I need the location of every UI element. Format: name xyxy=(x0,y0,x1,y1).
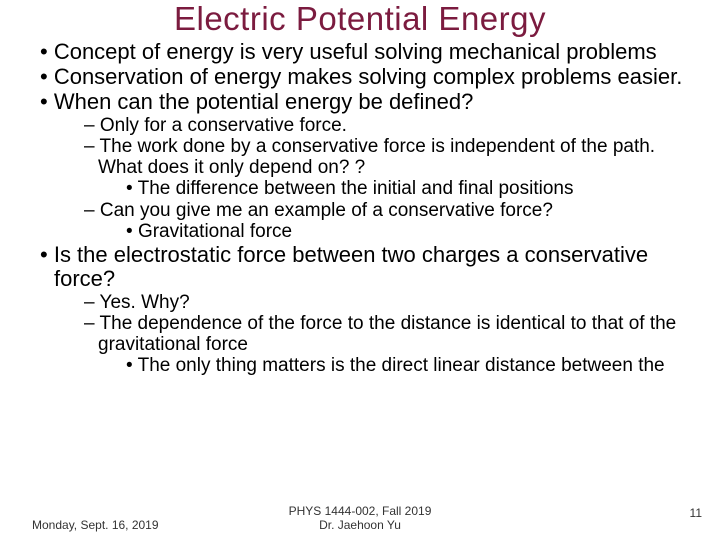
bullet-4-2-1-text: The only thing matters is the direct lin… xyxy=(138,355,665,376)
bullet-3-2-1-text: The difference between the initial and f… xyxy=(138,178,574,199)
bullet-1: Concept of energy is very useful solving… xyxy=(40,40,702,64)
bullet-3-2-text: The work done by a conservative force is… xyxy=(98,136,655,178)
footer-page: 11 xyxy=(690,506,702,520)
bullet-3-2-1: The difference between the initial and f… xyxy=(126,178,702,199)
bullet-4-sub: Yes. Why? The dependence of the force to… xyxy=(84,292,702,377)
bullet-1-text: Concept of energy is very useful solving… xyxy=(54,39,657,64)
bullet-4-2-text: The dependence of the force to the dista… xyxy=(98,313,676,355)
bullet-3: When can the potential energy be defined… xyxy=(40,90,702,242)
slide-title: Electric Potential Energy xyxy=(18,0,702,38)
bullet-2: Conservation of energy makes solving com… xyxy=(40,65,702,89)
bullet-2-text: Conservation of energy makes solving com… xyxy=(54,64,683,89)
bullet-3-sub: Only for a conservative force. The work … xyxy=(84,115,702,243)
bullet-3-3-text: Can you give me an example of a conserva… xyxy=(100,200,553,221)
slide-container: Electric Potential Energy Concept of ene… xyxy=(0,0,720,540)
footer-course-text: PHYS 1444-002, Fall 2019 xyxy=(289,504,432,518)
bullet-3-1-text: Only for a conservative force. xyxy=(100,115,347,136)
bullet-3-2-sub: The difference between the initial and f… xyxy=(126,178,702,199)
bullet-4: Is the electrostatic force between two c… xyxy=(40,243,702,376)
bullet-4-2: The dependence of the force to the dista… xyxy=(84,313,702,377)
bullet-4-1: Yes. Why? xyxy=(84,292,702,313)
bullet-3-text: When can the potential energy be defined… xyxy=(54,89,474,114)
bullet-3-3-1-text: Gravitational force xyxy=(138,221,292,242)
footer-course: PHYS 1444-002, Fall 2019 Dr. Jaehoon Yu xyxy=(289,504,432,532)
bullet-3-1: Only for a conservative force. xyxy=(84,115,702,136)
footer-date: Monday, Sept. 16, 2019 xyxy=(32,518,159,532)
bullet-4-1-text: Yes. Why? xyxy=(100,292,190,313)
footer-instructor: Dr. Jaehoon Yu xyxy=(319,518,401,532)
bullet-3-3: Can you give me an example of a conserva… xyxy=(84,200,702,243)
bullet-4-2-1: The only thing matters is the direct lin… xyxy=(126,355,702,376)
bullet-4-text: Is the electrostatic force between two c… xyxy=(54,242,648,291)
bullet-list-1: Concept of energy is very useful solving… xyxy=(40,40,702,377)
bullet-3-3-1: Gravitational force xyxy=(126,221,702,242)
bullet-3-3-sub: Gravitational force xyxy=(126,221,702,242)
bullet-3-2: The work done by a conservative force is… xyxy=(84,136,702,200)
bullet-4-2-sub: The only thing matters is the direct lin… xyxy=(126,355,702,376)
